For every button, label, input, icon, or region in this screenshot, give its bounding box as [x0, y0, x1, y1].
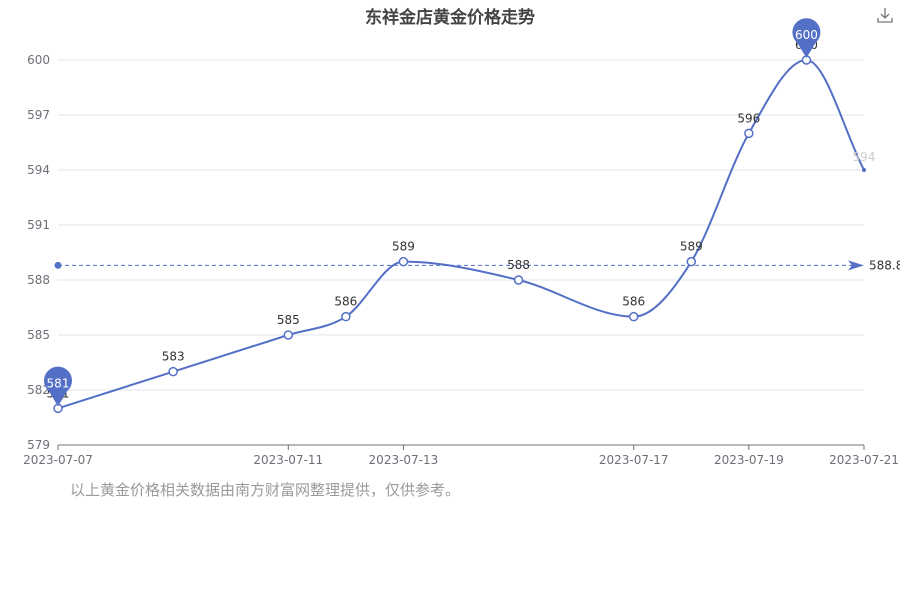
chart-title: 东祥金店黄金价格走势	[365, 8, 535, 28]
data-label: 596	[737, 111, 760, 125]
y-tick-label: 594	[27, 163, 50, 177]
data-label: 588	[507, 258, 530, 272]
x-tick-label: 2023-07-17	[599, 453, 669, 467]
y-tick-label: 588	[27, 273, 50, 287]
y-tick-label: 597	[27, 108, 50, 122]
average-label: 588.8	[869, 258, 900, 272]
data-label: 585	[277, 313, 300, 327]
y-tick-label: 600	[27, 53, 50, 67]
data-point	[168, 366, 178, 377]
data-point	[628, 311, 639, 322]
data-label: 586	[622, 295, 645, 309]
max-marker	[792, 18, 821, 58]
data-label: 583	[162, 350, 185, 364]
data-point	[513, 275, 524, 285]
data-label: 589	[392, 240, 415, 254]
data-point	[686, 256, 697, 267]
download-icon[interactable]	[876, 6, 894, 24]
min-marker	[44, 366, 73, 407]
x-tick-label: 2023-07-13	[369, 453, 439, 467]
data-point	[341, 311, 351, 322]
data-label: 586	[334, 295, 357, 309]
data-label: 594	[853, 150, 876, 164]
y-tick-label: 579	[27, 438, 50, 452]
average-line-arrow	[848, 260, 864, 271]
data-point	[862, 168, 866, 172]
y-tick-label: 585	[27, 328, 50, 342]
y-tick-label: 591	[27, 218, 50, 232]
footnote: 以上黄金价格相关数据由南方财富网整理提供，仅供参考。	[70, 481, 461, 499]
series-line	[57, 58, 865, 410]
x-tick-label: 2023-07-07	[23, 453, 93, 467]
x-tick-label: 2023-07-19	[714, 453, 784, 467]
data-point	[398, 256, 409, 267]
average-line-start	[54, 261, 62, 269]
x-tick-label: 2023-07-21	[829, 453, 899, 467]
data-label: 589	[680, 240, 703, 254]
x-tick-label: 2023-07-11	[253, 453, 323, 467]
data-point	[283, 330, 294, 340]
max-marker-label: 600	[795, 28, 818, 42]
data-point	[744, 128, 754, 139]
min-marker-label: 581	[47, 376, 70, 390]
y-tick-label: 582	[27, 383, 50, 397]
